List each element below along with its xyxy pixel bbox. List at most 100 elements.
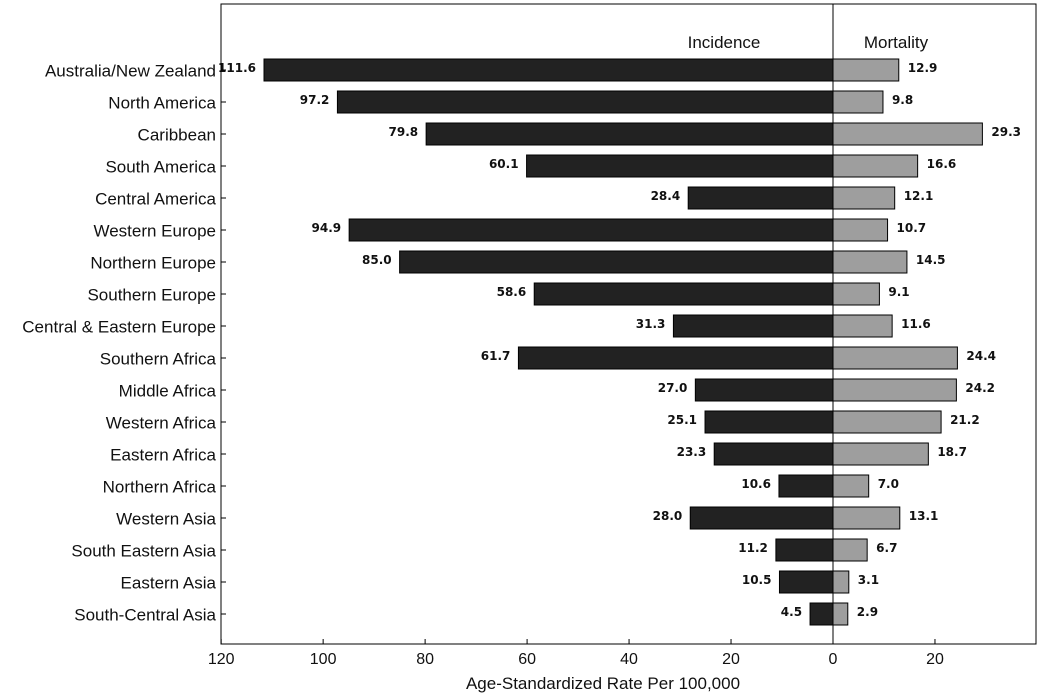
incidence-value-northern-europe: 85.0	[362, 253, 392, 267]
incidence-bar-caribbean	[425, 122, 834, 146]
incidence-bar-western-africa	[704, 410, 834, 434]
mortality-bar-western-europe	[832, 218, 889, 242]
incidence-bar-middle-africa	[694, 378, 834, 402]
incidence-bar-northern-europe	[399, 250, 834, 274]
mortality-bar-caribbean	[832, 122, 983, 146]
mortality-value-western-europe: 10.7	[897, 221, 927, 235]
incidence-value-central-america: 28.4	[651, 189, 681, 203]
mortality-value-eastern-asia: 3.1	[858, 573, 879, 587]
region-label-eastern-africa: Eastern Africa	[110, 446, 216, 465]
region-label-central-eastern-europe: Central & Eastern Europe	[22, 318, 216, 337]
incidence-value-eastern-asia: 10.5	[742, 573, 772, 587]
x-tick-label: 60	[518, 651, 536, 668]
incidence-bar-western-europe	[348, 218, 834, 242]
mortality-value-northern-africa: 7.0	[878, 477, 899, 491]
mortality-bar-southern-africa	[832, 346, 958, 370]
region-label-south-america: South America	[105, 158, 216, 177]
x-tick-label: 20	[926, 651, 944, 668]
incidence-value-south-central-asia: 4.5	[781, 605, 802, 619]
incidence-bar-southern-europe	[533, 282, 834, 306]
region-label-eastern-asia: Eastern Asia	[121, 574, 217, 593]
mortality-value-south-central-asia: 2.9	[857, 605, 878, 619]
region-label-central-america: Central America	[95, 190, 216, 209]
mortality-value-central-eastern-europe: 11.6	[901, 317, 931, 331]
mortality-bar-australia-new-zealand	[832, 58, 900, 82]
mortality-bar-central-eastern-europe	[832, 314, 893, 338]
mortality-bar-northern-africa	[832, 474, 870, 498]
incidence-bar-south-central-asia	[809, 602, 834, 626]
incidence-value-middle-africa: 27.0	[658, 381, 688, 395]
region-label-northern-africa: Northern Africa	[103, 478, 217, 497]
x-tick-label: 100	[310, 651, 337, 668]
incidence-bar-north-america	[336, 90, 834, 114]
mortality-value-north-america: 9.8	[892, 93, 913, 107]
mortality-value-southern-europe: 9.1	[888, 285, 909, 299]
region-label-middle-africa: Middle Africa	[119, 382, 217, 401]
mortality-bar-eastern-africa	[832, 442, 929, 466]
incidence-bar-northern-africa	[778, 474, 834, 498]
x-tick-label: 0	[829, 651, 838, 668]
legend-incidence: Incidence	[688, 33, 761, 52]
x-axis-title: Age-Standardized Rate Per 100,000	[466, 674, 740, 693]
incidence-bar-southern-africa	[517, 346, 834, 370]
mortality-value-northern-europe: 14.5	[916, 253, 946, 267]
region-label-north-america: North America	[108, 94, 216, 113]
incidence-value-north-america: 97.2	[300, 93, 330, 107]
mortality-value-western-africa: 21.2	[950, 413, 980, 427]
mortality-value-south-america: 16.6	[927, 157, 957, 171]
incidence-value-western-asia: 28.0	[653, 509, 683, 523]
x-tick-label: 40	[620, 651, 638, 668]
x-tick-label: 120	[208, 651, 235, 668]
value-labels-layer: 111.6 12.9 97.2 9.8 79.8 29.3 60.1 16.6 28.4 12.1…	[218, 61, 1021, 619]
mortality-value-australia-new-zealand: 12.9	[908, 61, 938, 75]
x-axis: 120 100 80 60 40 20 0 20	[208, 639, 944, 668]
region-label-western-asia: Western Asia	[116, 510, 216, 529]
incidence-value-eastern-africa: 23.3	[677, 445, 707, 459]
mortality-bar-north-america	[832, 90, 884, 114]
mortality-bar-western-asia	[832, 506, 901, 530]
legend-mortality: Mortality	[864, 33, 929, 52]
region-label-southern-africa: Southern Africa	[100, 350, 217, 369]
bars-layer	[263, 4, 983, 644]
plot-frame	[220, 3, 1037, 645]
mortality-bar-south-central-asia	[832, 602, 849, 626]
incidence-value-south-eastern-asia: 11.2	[738, 541, 768, 555]
mortality-bar-south-eastern-asia	[832, 538, 868, 562]
incidence-value-western-europe: 94.9	[312, 221, 342, 235]
mortality-value-south-eastern-asia: 6.7	[876, 541, 897, 555]
incidence-bar-central-america	[687, 186, 834, 210]
mortality-value-central-america: 12.1	[904, 189, 934, 203]
mortality-value-western-asia: 13.1	[909, 509, 939, 523]
region-label-caribbean: Caribbean	[138, 126, 216, 145]
mortality-bar-southern-europe	[832, 282, 880, 306]
incidence-value-caribbean: 79.8	[389, 125, 419, 139]
mortality-bar-eastern-asia	[832, 570, 850, 594]
incidence-value-australia-new-zealand: 111.6	[218, 61, 256, 75]
mortality-bar-south-america	[832, 154, 919, 178]
region-label-south-central-asia: South-Central Asia	[74, 606, 216, 625]
incidence-value-south-america: 60.1	[489, 157, 519, 171]
y-axis: Australia/New Zealand North America Caribb…	[22, 62, 226, 625]
incidence-value-southern-africa: 61.7	[481, 349, 511, 363]
region-label-northern-europe: Northern Europe	[90, 254, 216, 273]
incidence-value-northern-africa: 10.6	[741, 477, 771, 491]
region-label-australia-new-zealand: Australia/New Zealand	[45, 62, 216, 81]
region-label-southern-europe: Southern Europe	[87, 286, 216, 305]
incidence-bar-western-asia	[689, 506, 834, 530]
x-tick-label: 80	[416, 651, 434, 668]
incidence-bar-eastern-africa	[713, 442, 834, 466]
region-label-south-eastern-asia: South Eastern Asia	[71, 542, 216, 561]
incidence-bar-south-america	[526, 154, 834, 178]
mortality-bar-central-america	[832, 186, 896, 210]
mortality-bar-western-africa	[832, 410, 942, 434]
mortality-value-southern-africa: 24.4	[966, 349, 996, 363]
mortality-bar-northern-europe	[832, 250, 908, 274]
incidence-bar-eastern-asia	[778, 570, 834, 594]
incidence-bar-central-eastern-europe	[672, 314, 834, 338]
x-tick-label: 20	[722, 651, 740, 668]
region-label-western-europe: Western Europe	[93, 222, 216, 241]
mortality-value-middle-africa: 24.2	[965, 381, 995, 395]
mortality-value-caribbean: 29.3	[991, 125, 1021, 139]
mortality-bar-middle-africa	[832, 378, 957, 402]
